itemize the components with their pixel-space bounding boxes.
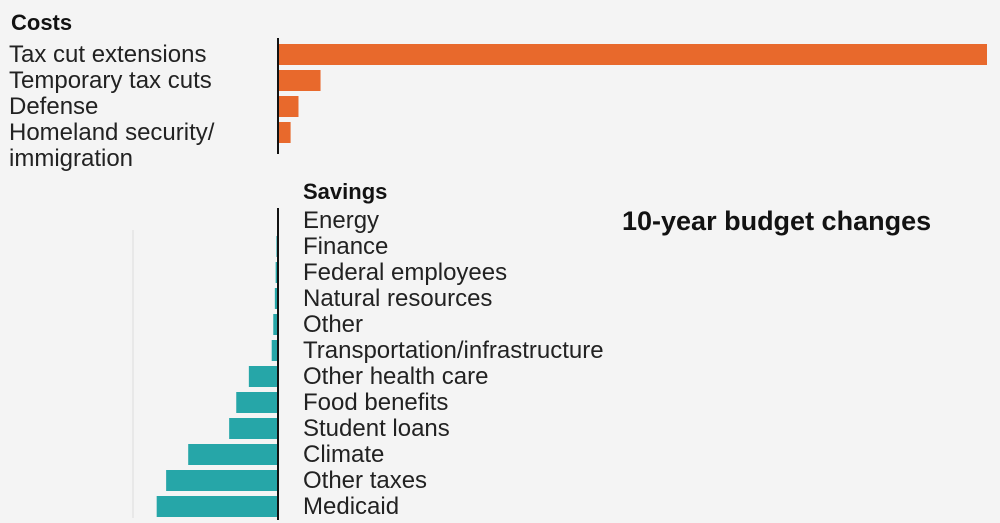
label-tax-cut-extensions: Tax cut extensions: [9, 41, 206, 68]
label-defense: Defense: [9, 93, 98, 120]
label-energy: Energy: [303, 207, 379, 234]
bar-medicaid: [156, 496, 278, 517]
label-federal-employees: Federal employees: [303, 259, 507, 286]
bar-defense: [278, 96, 299, 117]
label-finance: Finance: [303, 233, 388, 260]
bar-climate: [188, 444, 278, 465]
label-homeland-security-immigration-line-2: immigration: [9, 145, 133, 172]
label-other-taxes: Other taxes: [303, 467, 427, 494]
label-transportation-infrastructure: Transportation/infrastructure: [303, 337, 604, 364]
bar-food-benefits: [236, 392, 278, 413]
label-other-health-care: Other health care: [303, 363, 488, 390]
bar-homeland-security-immigration: [278, 122, 291, 143]
bar-student-loans: [229, 418, 278, 439]
savings-header: Savings: [303, 179, 387, 204]
label-medicaid: Medicaid: [303, 493, 399, 520]
chart-title: 10-year budget changes: [622, 206, 931, 236]
bar-natural-resources: [274, 288, 278, 309]
label-temporary-tax-cuts: Temporary tax cuts: [9, 67, 212, 94]
bar-transportation-infrastructure: [271, 340, 278, 361]
label-homeland-security-immigration-line-1: Homeland security/: [9, 119, 215, 146]
label-other: Other: [303, 311, 363, 338]
bar-other: [273, 314, 278, 335]
costs-header: Costs: [11, 10, 72, 35]
label-natural-resources: Natural resources: [303, 285, 492, 312]
bar-other-health-care: [248, 366, 278, 387]
bar-federal-employees: [275, 262, 278, 283]
bar-tax-cut-extensions: [278, 44, 987, 65]
bar-temporary-tax-cuts: [278, 70, 321, 91]
bar-other-taxes: [166, 470, 278, 491]
label-student-loans: Student loans: [303, 415, 450, 442]
label-food-benefits: Food benefits: [303, 389, 448, 416]
label-climate: Climate: [303, 441, 384, 468]
